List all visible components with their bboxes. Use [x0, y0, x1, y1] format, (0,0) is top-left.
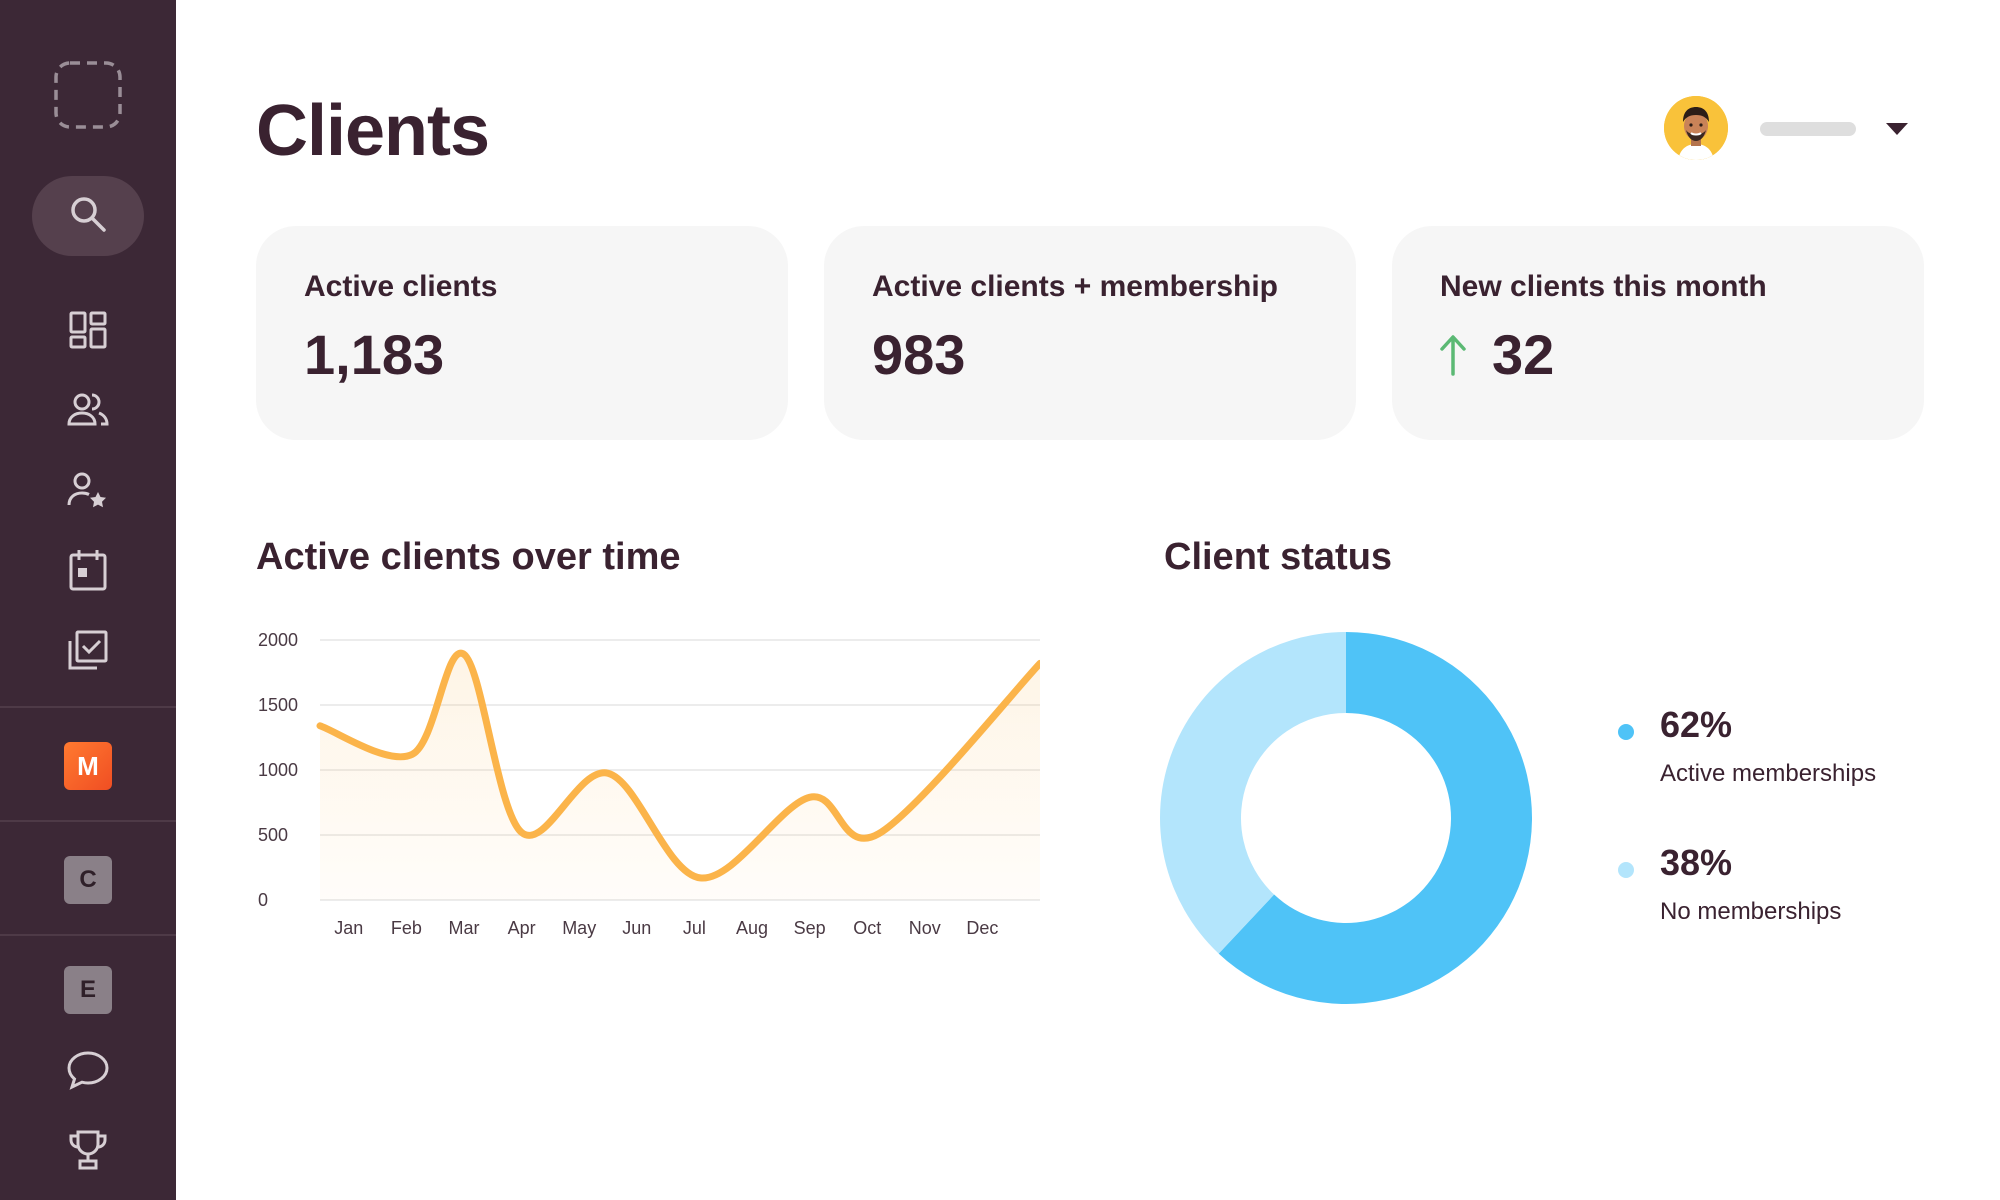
- workspace-c-button[interactable]: C: [0, 856, 176, 904]
- logo-placeholder-icon[interactable]: [0, 55, 176, 135]
- sidebar-item-tasks[interactable]: [0, 626, 176, 674]
- chat-icon: [66, 1050, 110, 1090]
- dashboard-icon: [68, 310, 108, 350]
- y-tick-label: 1000: [258, 760, 298, 780]
- chart-title: Active clients over time: [256, 536, 681, 578]
- stat-label: Active clients: [304, 270, 498, 303]
- sidebar-item-members[interactable]: [0, 466, 176, 514]
- client-status-donut-chart: [1160, 632, 1532, 1004]
- users-icon: [66, 390, 110, 430]
- x-tick-label: Sep: [794, 918, 826, 938]
- user-name: [1760, 122, 1856, 136]
- search-button[interactable]: [32, 176, 144, 256]
- stat-label: New clients this month: [1440, 270, 1767, 303]
- y-tick-label: 500: [258, 825, 288, 845]
- user-menu[interactable]: [1664, 96, 1924, 160]
- active-clients-chart: 0 500 1000 1500 2000 Jan Feb Mar Apr May Jun Jul Au…: [258, 630, 1040, 938]
- sidebar-divider: [0, 706, 176, 708]
- y-tick-label: 1500: [258, 695, 298, 715]
- donut-slice: [1160, 632, 1346, 954]
- sidebar-divider: [0, 934, 176, 936]
- status-title: Client status: [1164, 536, 1393, 578]
- x-tick-label: Feb: [391, 918, 422, 938]
- series-line: [316, 649, 1040, 882]
- legend-percent: 62%: [1660, 704, 1733, 745]
- legend-label: No memberships: [1660, 898, 1842, 925]
- page-title: Clients: [256, 91, 490, 171]
- trophy-icon: [67, 1129, 109, 1171]
- sidebar-divider: [0, 820, 176, 822]
- x-tick-label: Mar: [449, 918, 480, 938]
- x-tick-label: Apr: [508, 918, 536, 938]
- workspace-e-button[interactable]: E: [0, 966, 176, 1014]
- x-tick-label: Aug: [736, 918, 768, 938]
- workspace-badge-e: E: [64, 966, 112, 1014]
- calendar-icon: [68, 548, 108, 592]
- stat-value: 983: [872, 323, 966, 386]
- donut-slice: [1218, 632, 1532, 1004]
- legend-percent: 38%: [1660, 842, 1733, 883]
- stat-value: 1,183: [304, 323, 445, 386]
- sidebar-item-clients[interactable]: [0, 386, 176, 434]
- legend-dot-none: [1618, 862, 1634, 878]
- y-tick-label: 2000: [258, 630, 298, 650]
- legend-label: Active memberships: [1660, 760, 1877, 787]
- x-tick-label: Dec: [966, 918, 998, 938]
- stat-value: 32: [1492, 323, 1555, 386]
- workspace-badge-c: C: [64, 856, 112, 904]
- sidebar-item-achievements[interactable]: [0, 1126, 176, 1174]
- search-icon: [68, 194, 108, 239]
- sidebar-item-schedule[interactable]: [0, 546, 176, 594]
- sidebar: M C E: [0, 0, 176, 1200]
- chevron-down-icon[interactable]: [1886, 122, 1908, 140]
- workspace-m-button[interactable]: M: [0, 742, 176, 790]
- sidebar-item-dashboard[interactable]: [0, 306, 176, 354]
- user-star-icon: [66, 470, 110, 510]
- x-tick-label: May: [562, 918, 596, 938]
- x-tick-label: Jan: [334, 918, 363, 938]
- user-avatar[interactable]: [1664, 96, 1728, 160]
- trend-up-arrow-icon: [1440, 334, 1466, 381]
- legend-dot-active: [1618, 724, 1634, 740]
- x-tick-label: Jul: [683, 918, 706, 938]
- stat-card-new-clients: New clients this month 32: [1392, 226, 1924, 440]
- x-tick-label: Nov: [909, 918, 941, 938]
- y-tick-label: 0: [258, 890, 268, 910]
- stat-label: Active clients + membership: [872, 270, 1278, 303]
- checklist-icon: [67, 629, 109, 671]
- x-tick-label: Jun: [622, 918, 651, 938]
- stat-card-active-membership: Active clients + membership 983: [824, 226, 1356, 440]
- workspace-badge-m: M: [64, 742, 112, 790]
- sidebar-item-messages[interactable]: [0, 1046, 176, 1094]
- stat-card-active-clients: Active clients 1,183: [256, 226, 788, 440]
- x-tick-label: Oct: [853, 918, 881, 938]
